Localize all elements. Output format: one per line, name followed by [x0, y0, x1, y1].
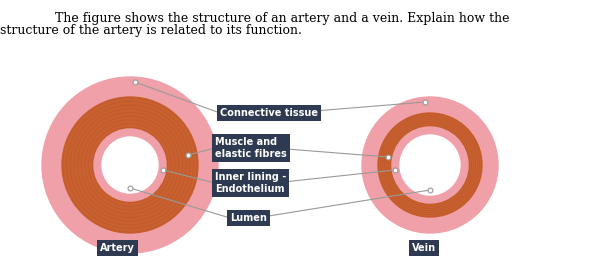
Text: The figure shows the structure of an artery and a vein. Explain how the: The figure shows the structure of an art… [55, 12, 510, 25]
Circle shape [94, 129, 166, 201]
Circle shape [400, 135, 460, 195]
Text: Connective tissue: Connective tissue [220, 108, 318, 118]
Text: Lumen: Lumen [230, 213, 267, 223]
Circle shape [362, 97, 498, 233]
Text: Vein: Vein [412, 243, 436, 253]
Circle shape [392, 127, 468, 203]
Circle shape [378, 113, 482, 217]
Circle shape [42, 77, 218, 253]
Text: Inner lining -
Endothelium: Inner lining - Endothelium [215, 172, 286, 194]
Text: Artery: Artery [100, 243, 135, 253]
Text: structure of the artery is related to its function.: structure of the artery is related to it… [0, 24, 302, 37]
Circle shape [62, 97, 198, 233]
Circle shape [102, 137, 158, 193]
Text: Muscle and
elastic fibres: Muscle and elastic fibres [215, 137, 287, 159]
